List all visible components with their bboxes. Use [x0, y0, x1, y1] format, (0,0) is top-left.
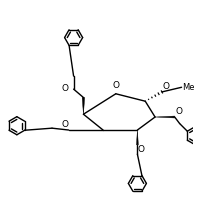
Text: Me: Me	[182, 83, 195, 92]
Text: O: O	[162, 82, 169, 91]
Polygon shape	[137, 130, 138, 145]
Text: O: O	[61, 120, 68, 129]
Text: O: O	[175, 107, 182, 116]
Polygon shape	[155, 116, 175, 118]
Text: O: O	[112, 81, 119, 90]
Text: O: O	[138, 145, 145, 155]
Text: O: O	[62, 84, 69, 93]
Polygon shape	[82, 98, 85, 114]
